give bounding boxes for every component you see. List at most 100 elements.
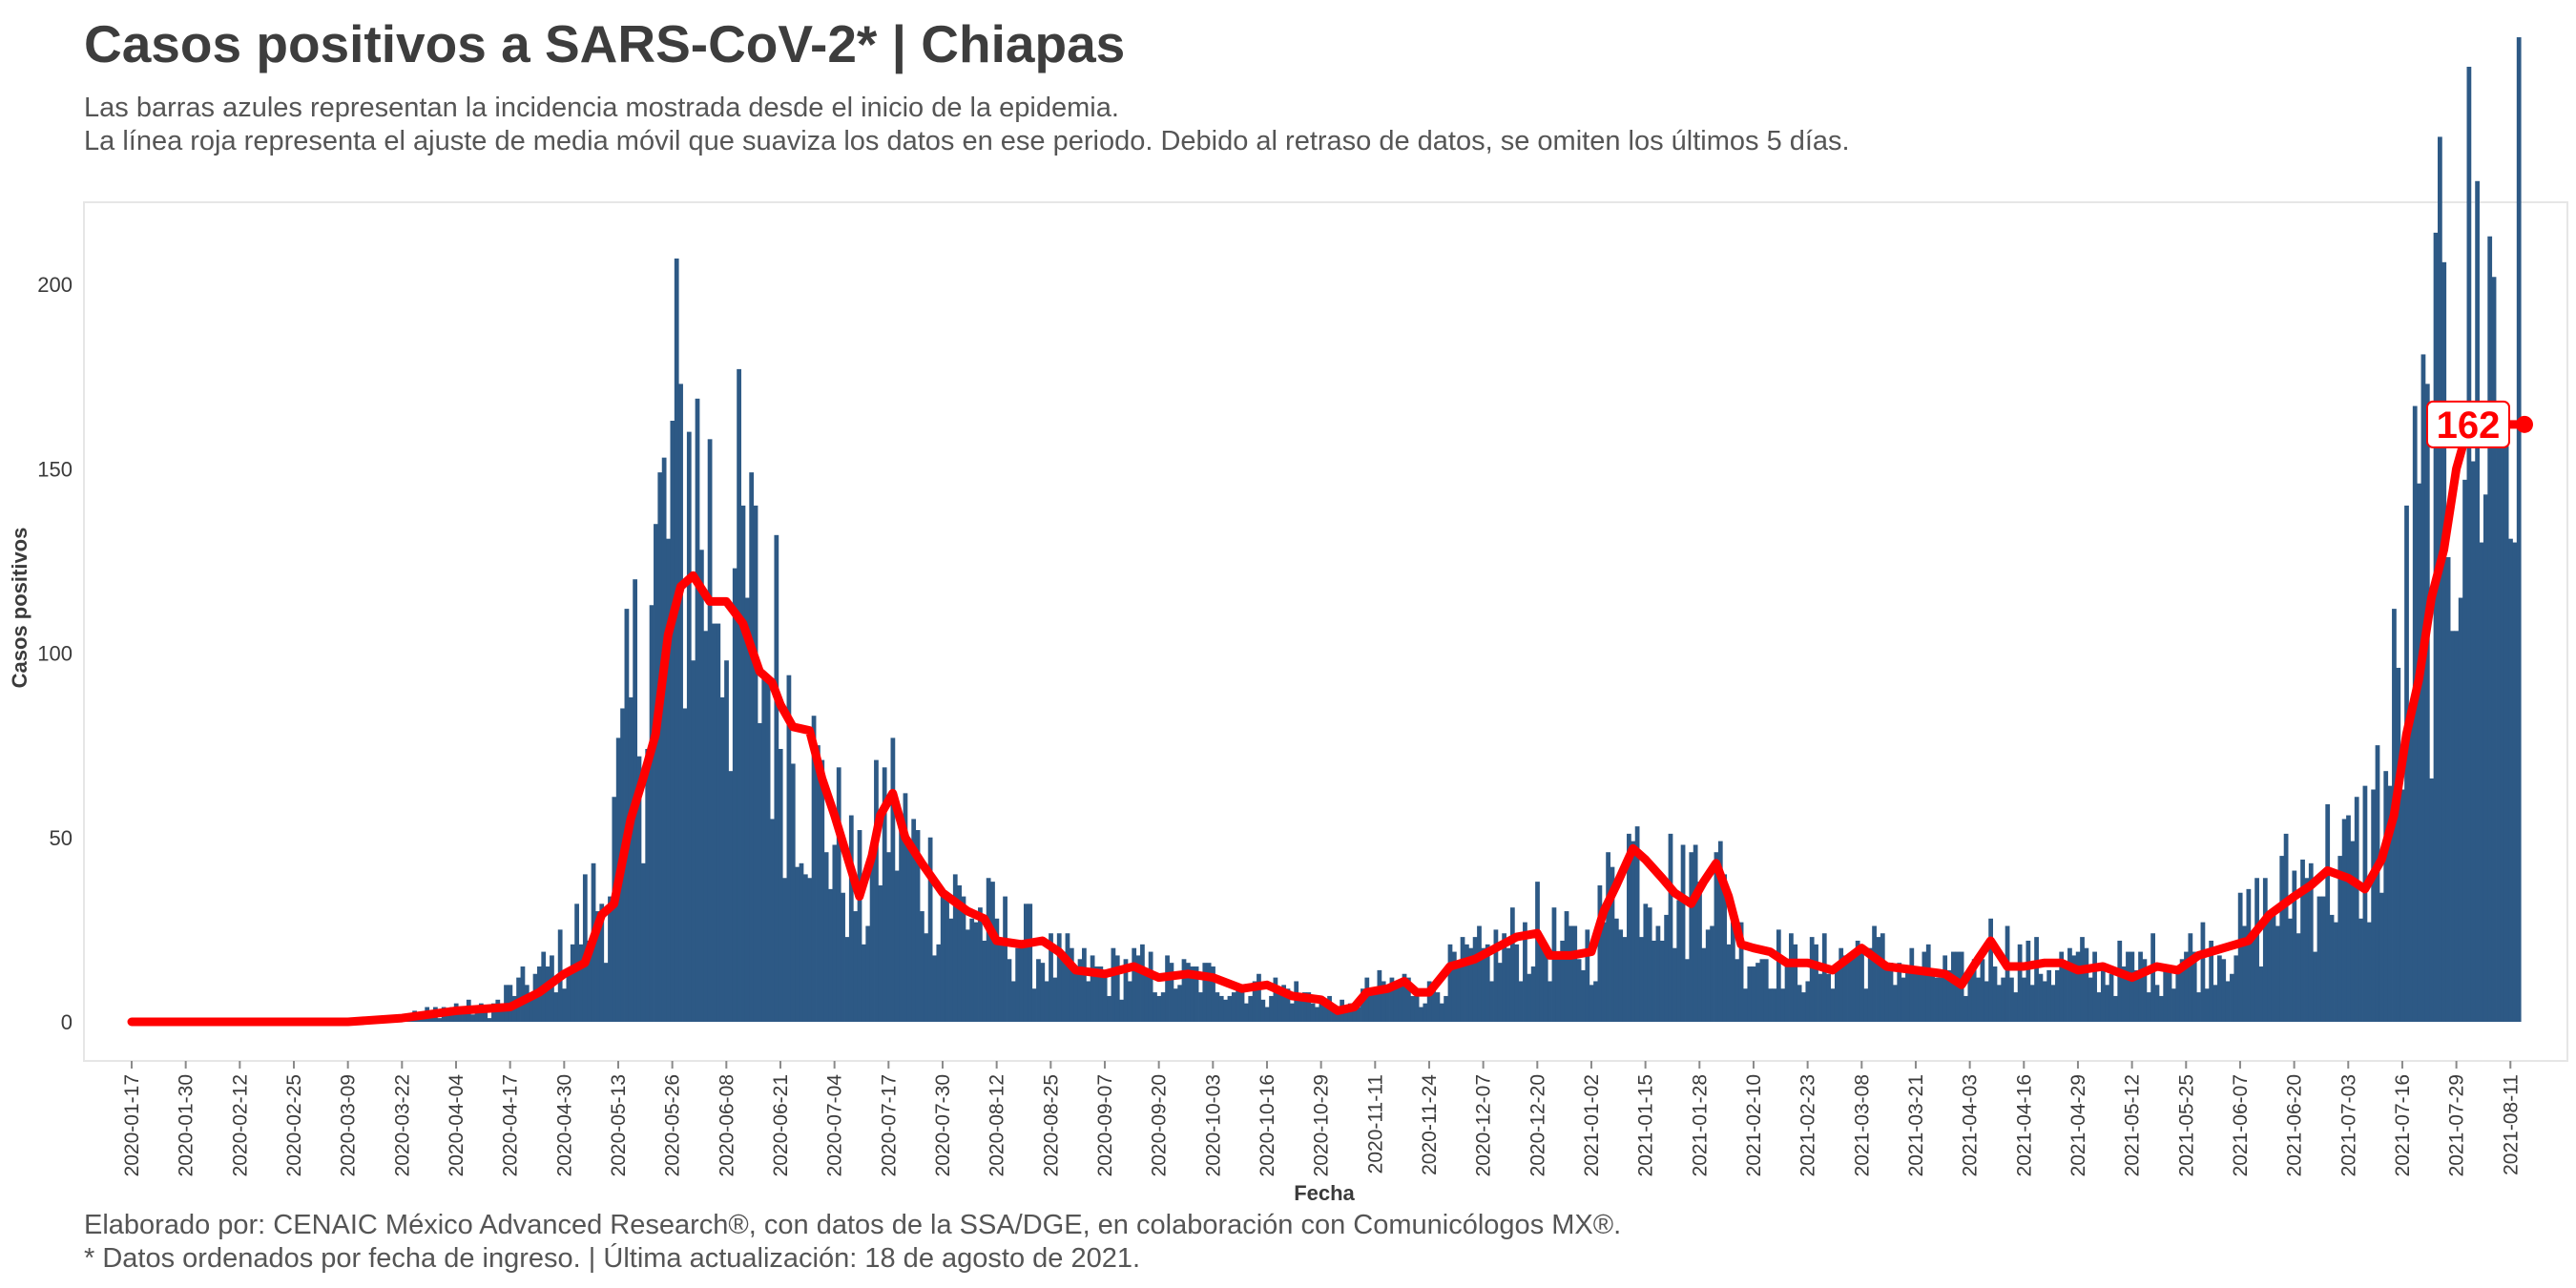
bar — [1963, 995, 1968, 1022]
bar — [957, 885, 962, 1022]
bar — [2212, 985, 2218, 1022]
bar — [1576, 959, 1582, 1022]
bar — [1439, 1003, 1444, 1022]
bar — [578, 944, 584, 1022]
bar — [2192, 951, 2197, 1022]
y-tick-label: 50 — [50, 826, 73, 850]
bar — [2158, 995, 2164, 1022]
x-tick-label: 2021-04-03 — [1960, 1074, 1982, 1176]
bar — [1780, 988, 1786, 1022]
bar — [1036, 959, 1041, 1022]
bar — [2109, 973, 2114, 1022]
bar — [1523, 922, 1527, 1022]
bar — [1784, 959, 1790, 1022]
bar — [990, 882, 995, 1022]
bar — [2146, 992, 2151, 1022]
bar — [1659, 940, 1665, 1022]
bar — [2121, 966, 2127, 1022]
bar — [1132, 947, 1137, 1022]
bar — [562, 988, 567, 1022]
bar — [1826, 973, 1832, 1022]
bar — [1007, 959, 1012, 1022]
bar — [969, 918, 975, 1022]
bar — [1052, 977, 1058, 1022]
bar — [487, 1018, 492, 1022]
x-tick-label: 2020-10-29 — [1311, 1074, 1333, 1176]
source-caption: Elaborado por: CENAIC México Advanced Re… — [84, 1210, 1622, 1240]
bar — [1239, 988, 1245, 1022]
bar — [1664, 914, 1670, 1022]
bar — [936, 944, 942, 1022]
bar — [1373, 988, 1378, 1022]
bar — [2150, 933, 2155, 1022]
bar — [1722, 874, 1728, 1022]
bar — [2113, 995, 2118, 1022]
x-tick-label: 2020-01-30 — [176, 1074, 197, 1176]
bar — [2358, 918, 2363, 1022]
bar — [1426, 981, 1432, 1022]
bar — [603, 963, 609, 1022]
bar — [2417, 483, 2421, 1023]
bar — [820, 759, 825, 1022]
bar — [994, 918, 1000, 1022]
bar — [703, 631, 709, 1022]
bar — [940, 892, 945, 1022]
bar — [770, 819, 775, 1022]
x-tick-label: 2020-11-24 — [1419, 1074, 1441, 1175]
bar — [740, 505, 746, 1022]
bar — [1946, 969, 1952, 1022]
bar — [1967, 969, 1973, 1022]
bar — [1876, 937, 1881, 1022]
bar — [719, 696, 725, 1022]
x-tick-label: 2020-12-07 — [1473, 1074, 1495, 1176]
x-tick-label: 2021-01-15 — [1635, 1074, 1657, 1176]
x-tick-label: 2021-03-08 — [1851, 1074, 1873, 1176]
bar — [1481, 947, 1486, 1022]
bar — [691, 660, 696, 1022]
x-tick-label: 2020-09-20 — [1149, 1074, 1171, 1176]
bar — [2371, 789, 2377, 1022]
bar — [1726, 944, 1732, 1022]
bar — [749, 472, 755, 1022]
bar — [1194, 966, 1199, 1022]
bar — [1065, 933, 1070, 1022]
bar — [1992, 966, 1998, 1022]
bar — [894, 870, 900, 1022]
bar — [1285, 988, 1291, 1022]
x-tick-label: 2020-01-17 — [121, 1074, 143, 1176]
bar — [816, 745, 821, 1023]
bar — [1509, 907, 1515, 1022]
bar — [2308, 862, 2314, 1022]
bar — [2424, 384, 2430, 1022]
bar — [1502, 933, 1507, 1022]
bar — [545, 966, 551, 1022]
bar — [2034, 937, 2039, 1022]
bar — [1980, 959, 1985, 1022]
bar — [678, 384, 683, 1022]
bar — [1165, 955, 1170, 1022]
bar — [927, 837, 933, 1022]
bar — [2262, 878, 2268, 1022]
bar — [1564, 911, 1569, 1022]
bar — [2320, 896, 2326, 1022]
bar — [890, 737, 896, 1022]
bar — [1377, 969, 1382, 1022]
bar — [1863, 988, 1869, 1022]
x-tick-label: 2021-02-10 — [1743, 1074, 1765, 1176]
bar — [1797, 985, 1802, 1022]
bar — [657, 472, 663, 1022]
bar — [832, 844, 838, 1022]
bar — [2038, 973, 2044, 1022]
bar — [2354, 797, 2359, 1022]
x-tick-label: 2021-02-23 — [1797, 1074, 1819, 1176]
bar — [1111, 947, 1116, 1022]
bar — [2126, 951, 2130, 1022]
bar — [1135, 955, 1141, 1022]
bar — [645, 748, 651, 1022]
bar — [2462, 479, 2467, 1023]
bar — [670, 421, 675, 1022]
bar — [737, 368, 741, 1022]
bar — [1343, 1007, 1349, 1022]
bar — [1548, 981, 1552, 1022]
bar — [807, 878, 813, 1022]
